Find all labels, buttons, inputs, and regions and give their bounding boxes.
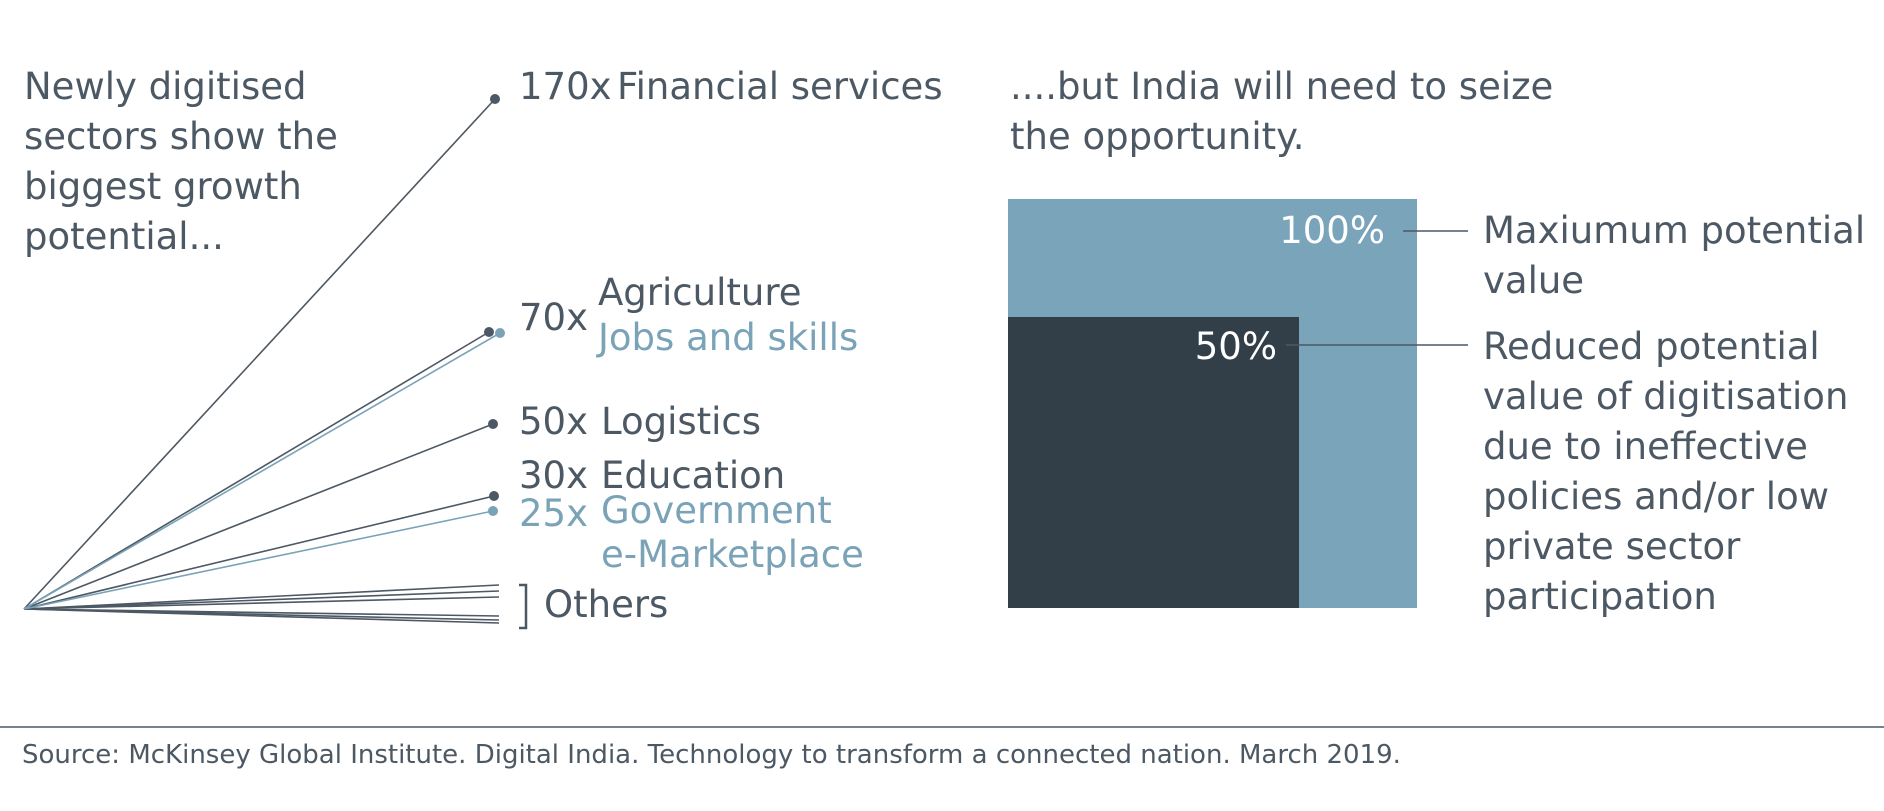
connector (23, 332, 501, 610)
source: Source: McKinsey Global Institute. Digit… (22, 740, 1401, 770)
connector (23, 584, 500, 610)
dot (490, 94, 500, 104)
bracket (519, 583, 528, 630)
connector (23, 510, 494, 610)
sector: Government e-Marketplace (601, 489, 864, 576)
others-label: Others (544, 583, 669, 626)
outer-caption: Maxiumum potential value (1483, 209, 1866, 302)
sector: Financial services (617, 65, 943, 108)
dot (488, 506, 498, 516)
multiplier: 50x (519, 400, 588, 443)
multiplier: 170x (519, 65, 612, 108)
sector: Education (601, 454, 786, 497)
dot (495, 328, 505, 338)
multiplier: 25x (519, 492, 588, 535)
connector (23, 98, 496, 610)
dot (484, 327, 494, 337)
inner-caption: Reduced potential value of digitisation … (1483, 325, 1849, 618)
sector: Logistics (601, 400, 762, 443)
dot (488, 419, 498, 429)
left-title: Newly digitised sectors show the biggest… (24, 65, 338, 258)
right-title: ....but India will need to seize the opp… (1010, 65, 1554, 158)
inner-square (1008, 317, 1299, 608)
dot (489, 491, 499, 501)
connector (23, 423, 494, 610)
connector (23, 331, 490, 610)
multiplier: 70x (519, 296, 588, 339)
inner-value: 50% (1194, 325, 1277, 368)
outer-value: 100% (1279, 209, 1385, 252)
sector: Agriculture (598, 271, 802, 314)
connector (23, 495, 495, 610)
connector (23, 608, 500, 624)
multiplier: 30x (519, 454, 588, 497)
connector (23, 590, 500, 610)
sector: Jobs and skills (598, 316, 859, 359)
connector (23, 596, 500, 610)
